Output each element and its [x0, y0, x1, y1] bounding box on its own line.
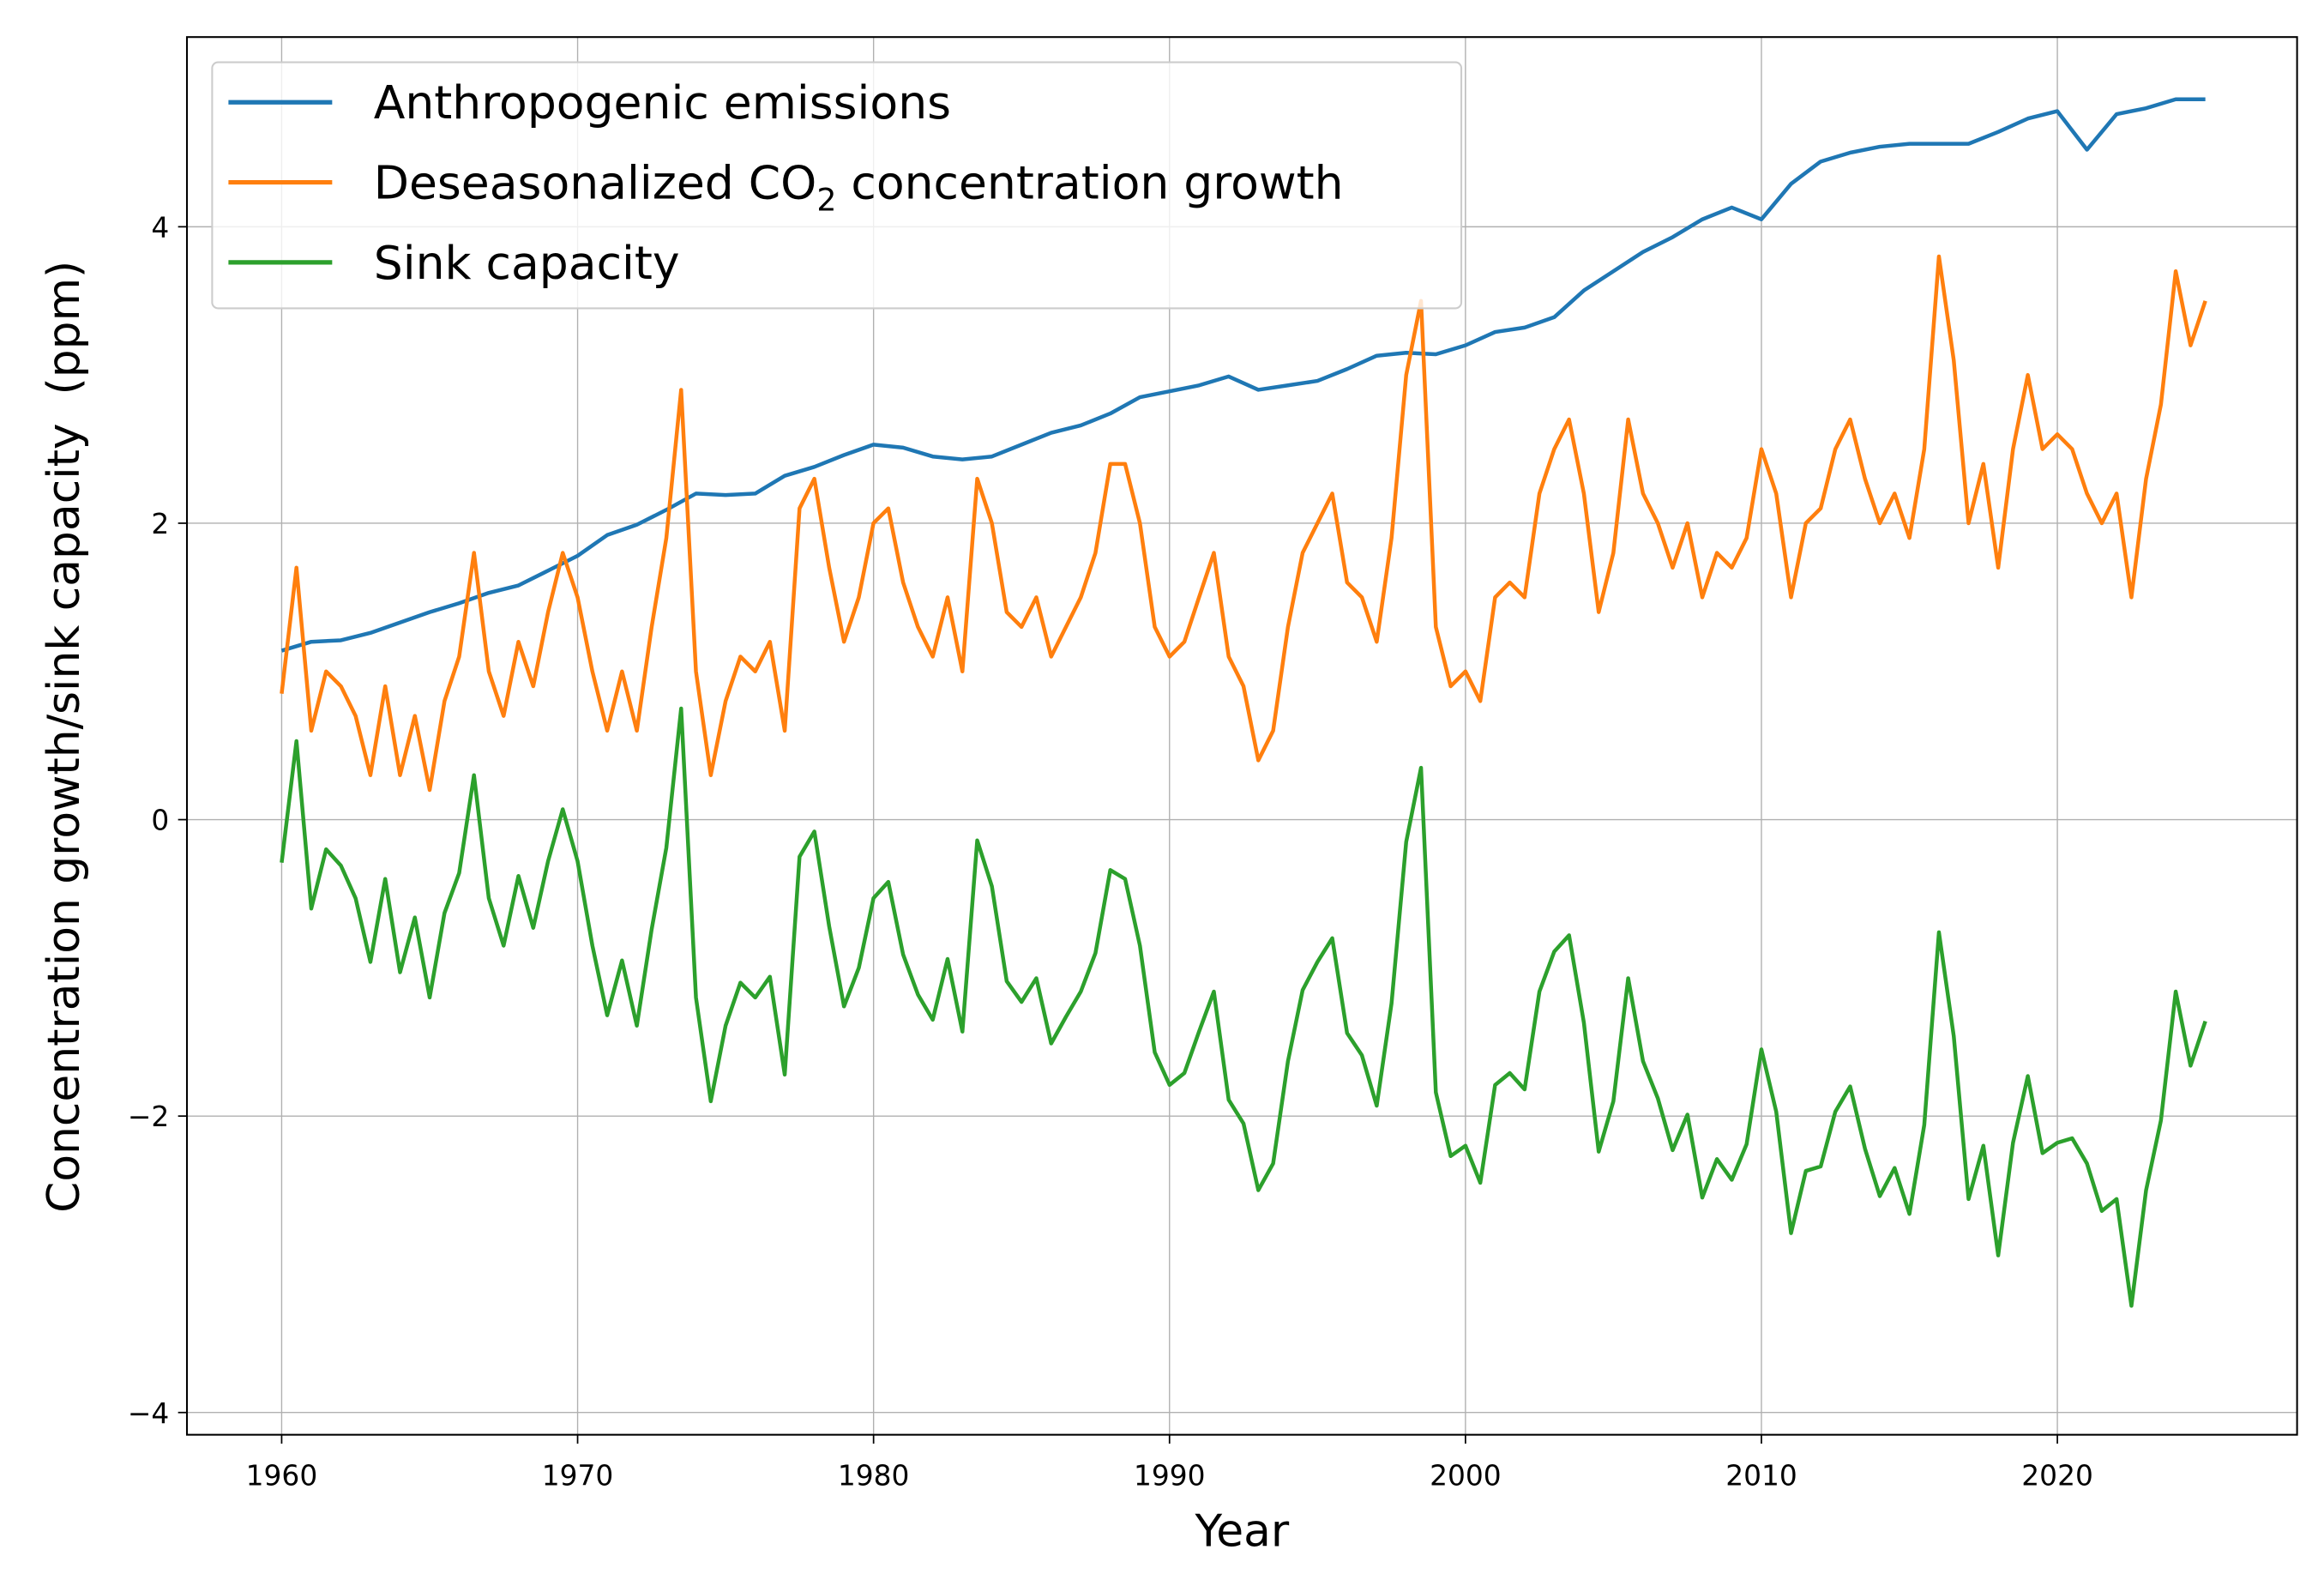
- legend-label-growth-tail: concentration growth: [836, 156, 1343, 210]
- y-axis-label: Concentration growth/sink capacity (ppm): [39, 261, 90, 1213]
- x-tick-label: 2020: [2021, 1459, 2093, 1492]
- legend-label-growth-sub: 2: [816, 181, 836, 218]
- y-tick-label: −2: [128, 1101, 169, 1133]
- y-tick-label: −4: [128, 1397, 169, 1430]
- growth-line: [280, 254, 2207, 793]
- ticks: 1960 1970 1980 1990 2000 2010 2020 −4 −2 0 2 4: [128, 211, 2093, 1492]
- emissions-line: [280, 97, 2206, 653]
- legend-label-emissions: Anthropogenic emissions: [374, 75, 951, 130]
- x-tick-label: 1990: [1134, 1459, 1206, 1492]
- series-lines: [280, 97, 2207, 1308]
- legend: Anthropogenic emissions Deseasonalized C…: [211, 61, 1463, 310]
- legend-label-sink: Sink capacity: [374, 236, 680, 290]
- x-axis-label: Year: [1194, 1505, 1289, 1557]
- plot-frame: [185, 36, 2298, 1436]
- x-tick-label: 1980: [838, 1459, 910, 1492]
- x-tick-label: 2010: [1725, 1459, 1797, 1492]
- y-tick-label: 0: [151, 805, 169, 837]
- x-tick-label: 2000: [1430, 1459, 1502, 1492]
- x-tick-label: 1970: [542, 1459, 614, 1492]
- x-tick-label: 1960: [246, 1459, 318, 1492]
- y-tick-label: 4: [151, 211, 169, 244]
- legend-label-growth-main: Deseasonalized CO: [374, 156, 817, 210]
- legend-box: [211, 61, 1463, 310]
- y-tick-label: 2: [151, 508, 169, 540]
- legend-label-growth: Deseasonalized CO2 concentration growth: [374, 156, 1344, 219]
- sink-line: [280, 706, 2207, 1308]
